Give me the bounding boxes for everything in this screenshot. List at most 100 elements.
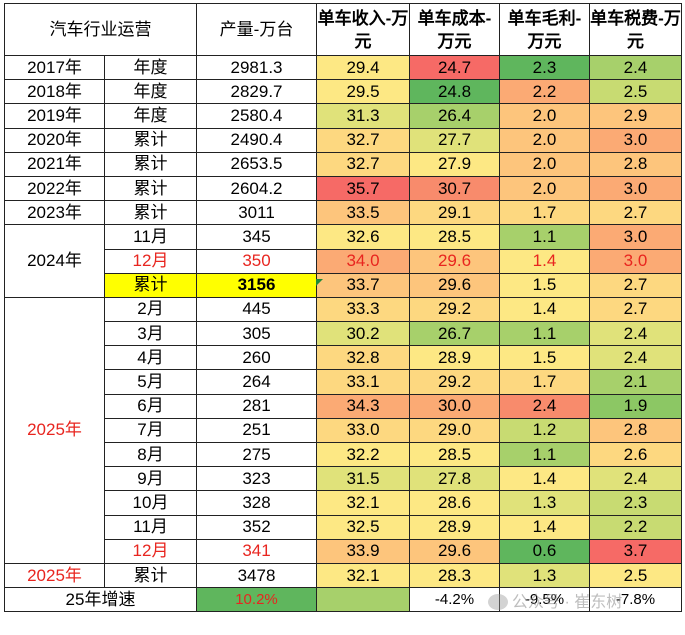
- table-row: 12月 350 34.0 29.6 1.4 3.0: [5, 248, 682, 274]
- cost-cell: 24.7: [409, 54, 500, 81]
- income-cell: 33.0: [316, 417, 410, 444]
- cost-cell: 29.6: [409, 538, 500, 564]
- cost-cell: 29.2: [409, 369, 500, 395]
- table-row: 7月 251 33.0 29.0 1.2 2.8: [5, 417, 682, 444]
- income-cell: 31.3: [316, 103, 410, 129]
- table-row: 2025年 2月 445 33.3 29.2 1.4 2.7: [4, 296, 682, 564]
- income-cell: 29.5: [316, 79, 410, 105]
- income-cell: 32.1: [316, 490, 410, 516]
- income-cell: 35.7: [316, 175, 410, 202]
- margin-cell: 2.2: [499, 79, 590, 105]
- period-cell: 累计: [104, 151, 197, 177]
- output-cell: 275: [196, 441, 317, 468]
- period-cell: 7月: [104, 417, 197, 444]
- tax-cell: 2.4: [589, 321, 682, 347]
- margin-cell: 2.0: [499, 127, 590, 153]
- period-cell: 年度: [104, 54, 197, 81]
- watermark-text: 公众号 · 崔东树: [512, 594, 623, 611]
- period-cell: 8月: [104, 441, 197, 468]
- year-cell: 2023年: [4, 200, 105, 226]
- income-cell: 31.5: [316, 466, 410, 492]
- margin-cell: 1.7: [499, 200, 590, 226]
- cost-cell: 27.8: [409, 466, 500, 492]
- margin-cell: 1.7: [499, 369, 590, 395]
- tax-cell: 3.0: [589, 224, 682, 250]
- income-cell: 34.0: [316, 248, 410, 274]
- output-cell: 345: [196, 224, 317, 250]
- tax-cell: 2.4: [589, 54, 682, 81]
- period-cell: 3月: [104, 321, 197, 347]
- margin-cell: 2.0: [499, 103, 590, 129]
- year-cell: 2018年: [4, 79, 105, 105]
- output-cell: 341: [196, 538, 317, 564]
- output-cell: 264: [196, 369, 317, 395]
- table-row: 12月 341 33.9 29.6 0.6 3.7: [5, 538, 682, 564]
- year-cell-2024: 2024年: [4, 224, 105, 298]
- period-cell: 4月: [104, 345, 197, 371]
- cost-cell: 29.0: [409, 417, 500, 444]
- auto-industry-table: 汽车行业运营 产量-万台 单车收入-万元 单车成本-万元 单车毛利-万元 单车税…: [4, 3, 682, 613]
- tax-cell: 2.8: [589, 151, 682, 177]
- table-row: 2023年 累计 3011 33.5 29.1 1.7 2.7: [4, 200, 682, 226]
- cost-cell: 28.5: [409, 441, 500, 468]
- cost-cell: 27.9: [409, 151, 500, 177]
- watermark: 公众号 · 崔东树: [488, 588, 622, 612]
- margin-cell: 1.3: [499, 562, 590, 589]
- period-cell: 累计: [104, 200, 197, 226]
- margin-cell: 2.3: [499, 54, 590, 81]
- cost-cell: 28.9: [409, 514, 500, 540]
- header-margin: 单车毛利-万元: [499, 3, 590, 56]
- tax-cell: 2.7: [589, 200, 682, 226]
- tax-cell: 2.9: [589, 103, 682, 129]
- wechat-icon: [488, 594, 508, 610]
- growth-label: 25年增速: [4, 587, 197, 613]
- output-cell: 2580.4: [196, 103, 317, 129]
- output-cell: 3478: [196, 562, 317, 589]
- margin-cell: 2.0: [499, 151, 590, 177]
- table-row: 6月 281 34.3 30.0 2.4 1.9: [5, 393, 682, 419]
- margin-cell: 2.0: [499, 175, 590, 202]
- cost-cell: 28.3: [409, 562, 500, 589]
- output-cell: 328: [196, 490, 317, 516]
- year-cell: 2017年: [4, 54, 105, 81]
- margin-cell: 1.4: [499, 296, 590, 323]
- margin-cell: 1.1: [499, 321, 590, 347]
- output-cell: 260: [196, 345, 317, 371]
- cost-cell: 30.7: [409, 175, 500, 202]
- margin-cell: 1.2: [499, 417, 590, 444]
- margin-cell: 0.6: [499, 538, 590, 564]
- margin-cell: 2.4: [499, 393, 590, 419]
- output-cell: 2604.2: [196, 175, 317, 202]
- table-row: 5月 264 33.1 29.2 1.7 2.1: [5, 369, 682, 395]
- income-cell: 33.1: [316, 369, 410, 395]
- income-cell: 32.2: [316, 441, 410, 468]
- header-cost: 单车成本-万元: [409, 3, 500, 56]
- cost-cell: 28.6: [409, 490, 500, 516]
- cost-cell: 26.4: [409, 103, 500, 129]
- output-cell: 2490.4: [196, 127, 317, 153]
- margin-cell: 1.4: [499, 514, 590, 540]
- table-row: 2022年 累计 2604.2 35.7 30.7 2.0 3.0: [4, 175, 682, 202]
- growth-output: 10.2%: [196, 587, 317, 613]
- cost-cell: 30.0: [409, 393, 500, 419]
- period-cell: 年度: [104, 103, 197, 129]
- table-row: 9月 323 31.5 27.8 1.4 2.4: [5, 466, 682, 492]
- period-cell: 6月: [104, 393, 197, 419]
- period-cell: 11月: [104, 224, 197, 250]
- output-cell: 350: [196, 248, 317, 274]
- margin-cell: 1.5: [499, 272, 590, 298]
- header-row: 汽车行业运营 产量-万台 单车收入-万元 单车成本-万元 单车毛利-万元 单车税…: [4, 3, 682, 56]
- tax-cell: 2.5: [589, 562, 682, 589]
- cost-cell: 29.6: [409, 272, 500, 298]
- margin-cell: 1.3: [499, 490, 590, 516]
- income-cell: 32.7: [316, 151, 410, 177]
- tax-cell: 2.5: [589, 79, 682, 105]
- tax-cell: 2.6: [589, 441, 682, 468]
- tax-cell: 2.8: [589, 417, 682, 444]
- margin-cell: 1.4: [499, 248, 590, 274]
- cell-comment-marker: [316, 279, 323, 286]
- output-cell: 281: [196, 393, 317, 419]
- tax-cell: 3.0: [589, 127, 682, 153]
- output-cell: 323: [196, 466, 317, 492]
- growth-income: [316, 587, 410, 613]
